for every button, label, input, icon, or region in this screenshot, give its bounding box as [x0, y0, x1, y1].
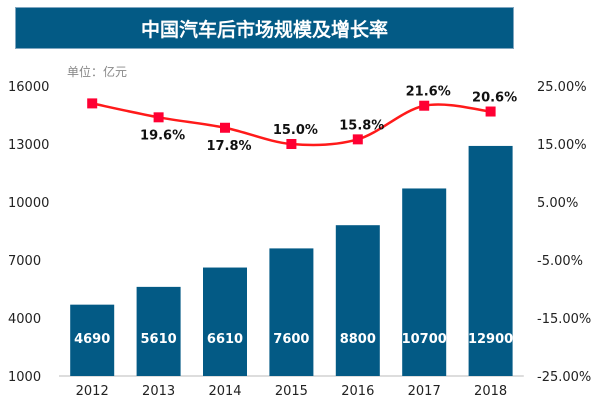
growth-rate-marker [352, 134, 363, 145]
y-right-tick-label: -25.00% [537, 370, 591, 385]
y-left-tick-label: 10000 [8, 196, 49, 211]
y-right-tick-label: 15.00% [537, 138, 587, 153]
growth-rate-marker [485, 106, 496, 117]
bar [335, 225, 380, 376]
growth-rate-label: 15.8% [339, 118, 384, 133]
growth-rate-marker [153, 112, 164, 123]
bar-data-label: 6610 [207, 332, 243, 347]
growth-rate-marker [87, 98, 98, 109]
bar-data-label: 4690 [74, 332, 110, 347]
x-tick-label: 2015 [275, 384, 308, 399]
y-right-tick-label: 5.00% [537, 196, 578, 211]
x-tick-label: 2014 [208, 384, 241, 399]
growth-rate-label: 17.8% [206, 139, 251, 154]
chart-title: 中国汽车后市场规模及增长率 [15, 7, 514, 49]
growth-rate-label: 21.6% [406, 85, 451, 100]
y-left-tick-label: 4000 [8, 312, 41, 327]
bar-data-label: 7600 [273, 332, 309, 347]
bar [70, 304, 115, 376]
bar-data-label: 8800 [340, 332, 376, 347]
y-right-tick-label: 25.00% [537, 80, 587, 95]
growth-rate-marker [220, 122, 230, 133]
growth-rate-label: 19.6% [140, 128, 185, 143]
unit-note: 单位：亿元 [67, 64, 127, 79]
y-left-tick-label: 16000 [8, 80, 49, 95]
growth-rate-label: 20.6% [472, 91, 517, 106]
bar-data-label: 12900 [468, 332, 513, 347]
x-tick-label: 2018 [474, 384, 507, 399]
y-right-tick-label: -15.00% [537, 312, 591, 327]
y-left-tick-label: 7000 [8, 254, 41, 269]
x-tick-label: 2016 [341, 384, 374, 399]
y-left-tick-label: 13000 [8, 138, 49, 153]
x-tick-label: 2012 [76, 384, 109, 399]
bar-data-label: 10700 [402, 332, 447, 347]
growth-rate-label: 15.0% [273, 123, 318, 138]
bar [203, 267, 247, 376]
y-right-tick-label: -5.00% [537, 254, 583, 269]
growth-rate-marker [419, 100, 430, 111]
x-tick-label: 2017 [408, 384, 441, 399]
bar [402, 188, 447, 376]
y-left-tick-label: 1000 [8, 370, 41, 385]
x-tick-label: 2013 [142, 384, 175, 399]
bar [136, 286, 181, 376]
bar [269, 248, 314, 376]
growth-rate-marker [286, 139, 297, 149]
bar-data-label: 5610 [141, 332, 177, 347]
bar [468, 145, 513, 376]
